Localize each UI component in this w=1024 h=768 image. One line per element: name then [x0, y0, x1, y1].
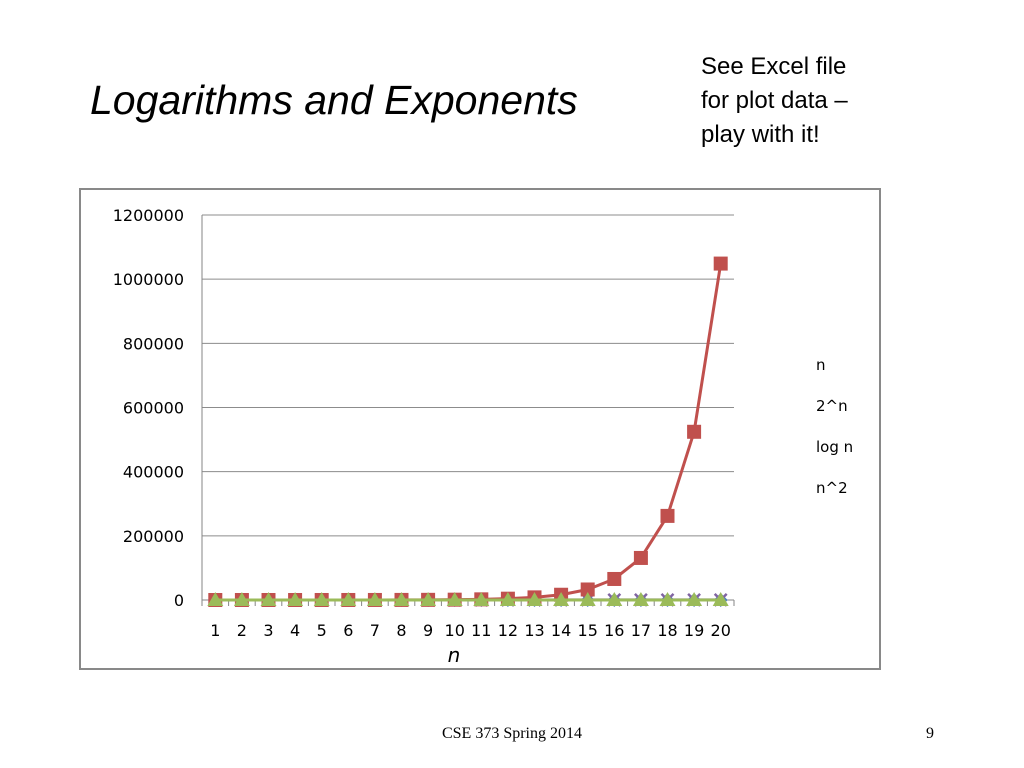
side-note-line-1: See Excel file	[701, 53, 847, 80]
y-tick-label: 0	[174, 591, 184, 610]
y-tick-labels: 0 200000 400000 600000 800000 1000000 1200000	[113, 206, 184, 610]
chart-frame: 0 200000 400000 600000 800000 1000000 1200000 …	[79, 188, 881, 670]
x-tick-label: 2	[237, 621, 247, 640]
legend-entry: log n	[816, 438, 853, 456]
x-tick-label: 16	[604, 621, 624, 640]
page-number: 9	[926, 725, 934, 742]
data-point	[233, 591, 250, 606]
legend-entry: n	[816, 356, 826, 374]
data-point	[632, 591, 649, 606]
series-line	[215, 263, 723, 602]
y-tick-label: 400000	[123, 463, 184, 482]
x-tick-label: 13	[524, 621, 544, 640]
chart-plot: 020000040000060000080000010000001200000 …	[113, 206, 853, 667]
data-point	[526, 591, 543, 606]
slide-title: Logarithms and Exponents	[90, 77, 578, 123]
data-point	[687, 424, 702, 439]
data-point	[712, 591, 729, 606]
data-point	[607, 571, 622, 586]
series-2	[207, 591, 729, 606]
data-point	[446, 591, 463, 606]
y-tick-label: 800000	[123, 334, 184, 353]
side-note-line-3: play with it!	[701, 121, 820, 148]
data-point	[713, 256, 728, 271]
x-tick-label: 6	[343, 621, 353, 640]
data-point	[393, 591, 410, 606]
series-marks	[207, 256, 729, 607]
legend: n 2^n log n n^2	[816, 356, 853, 497]
y-tick-label: 600000	[123, 399, 184, 418]
data-point	[499, 591, 516, 606]
x-tick-label: 12	[498, 621, 518, 640]
x-tick-label: 19	[684, 621, 704, 640]
x-tick-label: 7	[370, 621, 380, 640]
side-note-line-2: for plot data –	[701, 87, 848, 114]
gridlines	[201, 214, 735, 606]
x-tick-label: 15	[578, 621, 598, 640]
data-point	[553, 591, 570, 606]
data-point	[207, 592, 224, 606]
data-point	[340, 591, 357, 606]
footer-text: CSE 373 Spring 2014	[441, 725, 582, 742]
y-tick-label: 1000000	[113, 270, 184, 289]
x-tick-label: 5	[317, 621, 327, 640]
data-point	[686, 591, 703, 606]
x-tick-label: 18	[657, 621, 677, 640]
data-point	[473, 591, 490, 606]
x-tick-labels: 1 2 3 4 5 6 7 8 9 10 11 12 13 14 15 16 17 18 19 20	[210, 621, 731, 640]
x-tick-label: 14	[551, 621, 571, 640]
data-point	[366, 591, 383, 606]
data-point	[580, 582, 595, 597]
x-tick-label: 20	[711, 621, 731, 640]
y-tick-label: 200000	[123, 527, 184, 546]
y-tick-label: 1200000	[113, 206, 184, 225]
x-tick-label: 9	[423, 621, 433, 640]
x-axis-label: n	[448, 643, 461, 667]
data-point	[287, 591, 304, 606]
data-point	[260, 591, 277, 606]
data-point	[313, 591, 330, 606]
data-point	[579, 591, 596, 606]
x-tick-label: 8	[396, 621, 406, 640]
x-tick-label: 10	[445, 621, 465, 640]
series-1	[208, 256, 728, 607]
x-tick-label: 4	[290, 621, 300, 640]
data-point	[633, 550, 648, 565]
x-tick-label: 3	[263, 621, 273, 640]
data-point	[420, 591, 437, 606]
data-point	[660, 508, 675, 523]
x-tick-label: 1	[210, 621, 220, 640]
data-point	[659, 591, 676, 606]
x-tick-label: 17	[631, 621, 651, 640]
x-tick-label: 11	[471, 621, 491, 640]
legend-entry: 2^n	[816, 397, 848, 415]
side-note: See Excel file for plot data – play with…	[701, 50, 921, 152]
legend-entry: n^2	[816, 479, 848, 497]
data-point	[606, 591, 623, 606]
